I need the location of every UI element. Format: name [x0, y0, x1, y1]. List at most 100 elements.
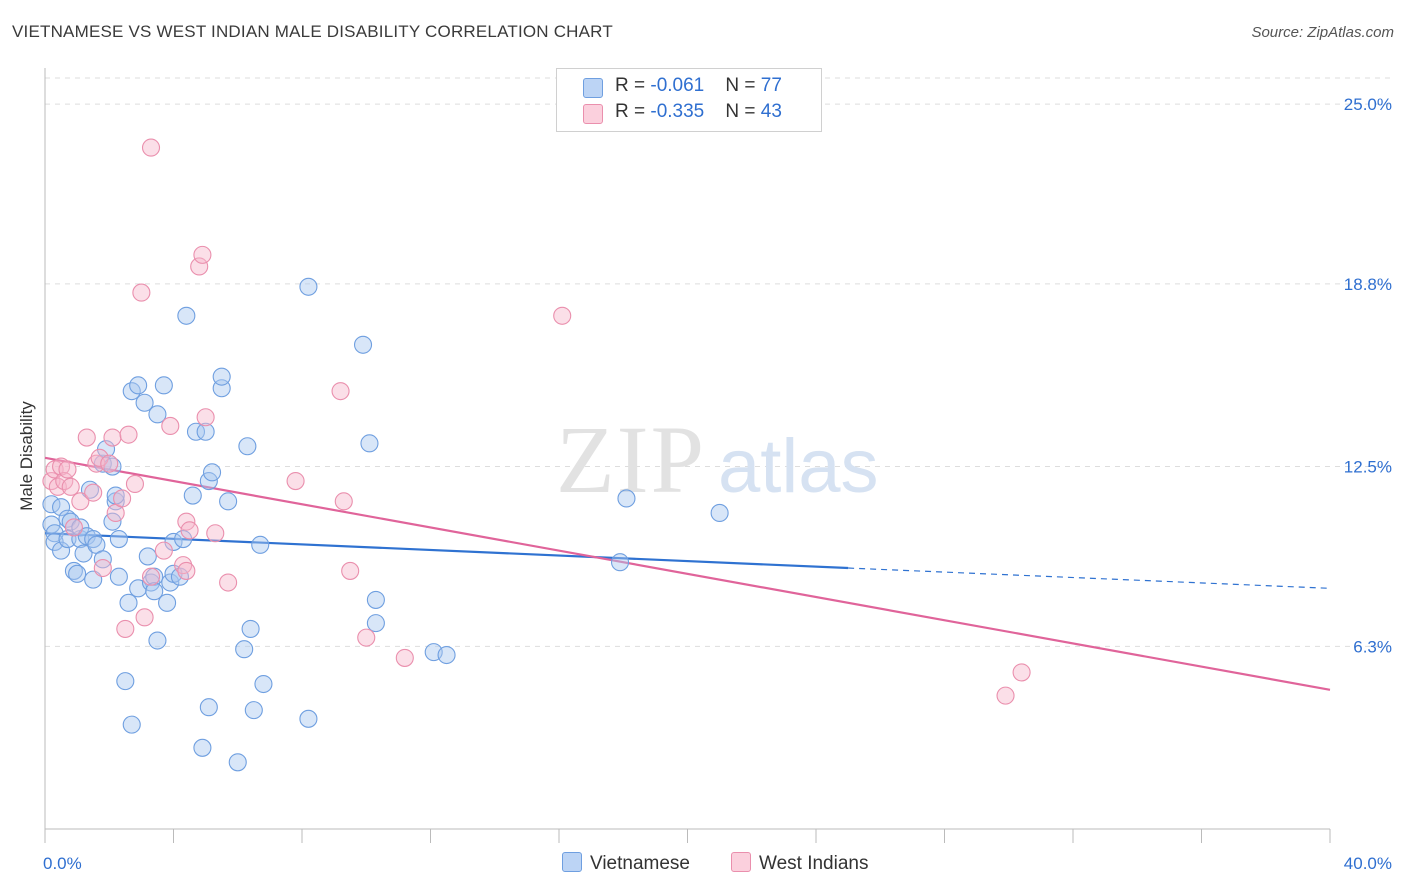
vietnamese-point — [437, 645, 456, 665]
west-indian-point — [61, 477, 80, 496]
source-label: Source: ZipAtlas.com — [1251, 24, 1394, 41]
vietnamese-trend-line — [44, 532, 849, 570]
west-indian-point — [135, 608, 154, 627]
data-points — [42, 138, 1031, 772]
legend-r-value: -0.061 — [650, 75, 705, 96]
west-indians-trend-line — [44, 456, 1331, 691]
vietnamese-point — [148, 631, 167, 650]
vietnamese-point — [52, 541, 71, 560]
west-indian-point — [331, 382, 350, 401]
vietnamese-point — [366, 590, 385, 609]
west-indian-point — [161, 416, 180, 436]
vietnamese-point — [84, 570, 103, 589]
west-indian-point — [177, 561, 196, 580]
vietnamese-point — [353, 335, 373, 354]
vietnamese-point — [212, 367, 231, 386]
vietnamese-point — [119, 593, 138, 612]
west-indian-point — [190, 257, 209, 276]
vietnamese-point — [610, 553, 630, 572]
vietnamese-point — [199, 698, 218, 717]
west-indian-point — [553, 306, 572, 325]
legend-swatch-blue — [562, 852, 582, 872]
west-indian-point — [395, 648, 414, 667]
west-indian-point — [77, 428, 96, 447]
vietnamese-point — [109, 529, 128, 549]
vietnamese-point — [235, 640, 254, 659]
vietnamese-point — [116, 672, 135, 691]
west-indian-point — [341, 561, 360, 580]
vietnamese-point — [145, 582, 164, 601]
vietnamese-point — [360, 434, 379, 453]
vietnamese-point — [299, 277, 318, 296]
vietnamese-point — [84, 529, 103, 549]
west-indian-point — [334, 492, 353, 511]
west-indian-point — [1012, 663, 1031, 682]
west-indian-point — [141, 567, 161, 586]
legend-label-west-indians: West Indians — [759, 853, 869, 874]
legend-r-label: R = — [615, 75, 651, 96]
vietnamese-point — [58, 529, 77, 549]
vietnamese-point — [138, 547, 157, 566]
vietnamese-point — [158, 593, 177, 612]
vietnamese-point — [154, 376, 173, 395]
legend-r-value: -0.335 — [650, 101, 705, 122]
west-indian-point — [219, 573, 238, 592]
west-indian-point — [113, 489, 132, 508]
vietnamese-point — [135, 393, 154, 412]
axes — [44, 68, 1331, 843]
vietnamese-point — [244, 701, 263, 720]
west-indian-point — [103, 428, 122, 447]
vietnamese-point — [183, 486, 202, 505]
west-indian-point — [64, 518, 83, 537]
vietnamese-point — [61, 512, 80, 531]
vietnamese-point — [177, 306, 196, 325]
west-indian-point — [193, 245, 212, 264]
y-tick-label: 25.0% — [1344, 95, 1392, 114]
vietnamese-point — [109, 567, 128, 586]
legend-swatch-pink — [583, 104, 603, 124]
legend-n-value: 77 — [760, 75, 782, 96]
legend-label-vietnamese: Vietnamese — [590, 853, 690, 874]
vietnamese-point — [196, 422, 215, 441]
vietnamese-point — [241, 619, 260, 638]
west-indian-point — [141, 138, 161, 157]
west-indian-point — [180, 521, 199, 540]
vietnamese-point — [710, 503, 729, 522]
west-indian-point — [132, 283, 151, 302]
legend-item-vietnamese[interactable]: Vietnamese — [562, 852, 690, 876]
west-indian-point — [119, 425, 138, 444]
west-indian-point — [174, 556, 193, 575]
west-indian-point — [286, 471, 305, 491]
stats-legend: R = -0.061 N = 77 R = -0.335 N = 43 — [556, 68, 822, 132]
west-indian-point — [154, 541, 173, 560]
chart-title: VIETNAMESE VS WEST INDIAN MALE DISABILIT… — [12, 22, 613, 41]
x-tick-label: 40.0% — [1344, 854, 1392, 873]
west-indian-point — [196, 408, 215, 427]
legend-r-label: R = — [615, 101, 651, 122]
west-indian-point — [125, 474, 144, 493]
vietnamese-point — [64, 561, 83, 580]
west-indian-point — [357, 628, 376, 647]
vietnamese-point — [203, 463, 222, 482]
legend-item-west-indians[interactable]: West Indians — [731, 852, 868, 876]
vietnamese-point — [228, 753, 247, 772]
vietnamese-point — [52, 498, 71, 517]
west-indian-point — [206, 524, 225, 543]
grid-lines — [45, 77, 1392, 647]
tick-labels: 6.3% 12.5% 18.8% 25.0% 0.0% 40.0% — [43, 95, 1392, 873]
vietnamese-point — [68, 564, 87, 583]
legend-n-value: 43 — [760, 101, 782, 122]
legend-n-label: N = — [725, 101, 761, 122]
vietnamese-point — [129, 376, 148, 395]
watermark: ZIP atlas — [556, 406, 879, 513]
legend-swatch-blue — [583, 78, 603, 98]
y-tick-label: 6.3% — [1353, 637, 1392, 656]
y-tick-label: 12.5% — [1344, 458, 1392, 477]
vietnamese-point — [617, 489, 636, 508]
vietnamese-point — [299, 709, 318, 728]
y-axis-label: Male Disability — [17, 401, 36, 511]
y-tick-label: 18.8% — [1344, 275, 1392, 294]
vietnamese-point — [366, 614, 385, 633]
west-indian-point — [84, 483, 103, 502]
